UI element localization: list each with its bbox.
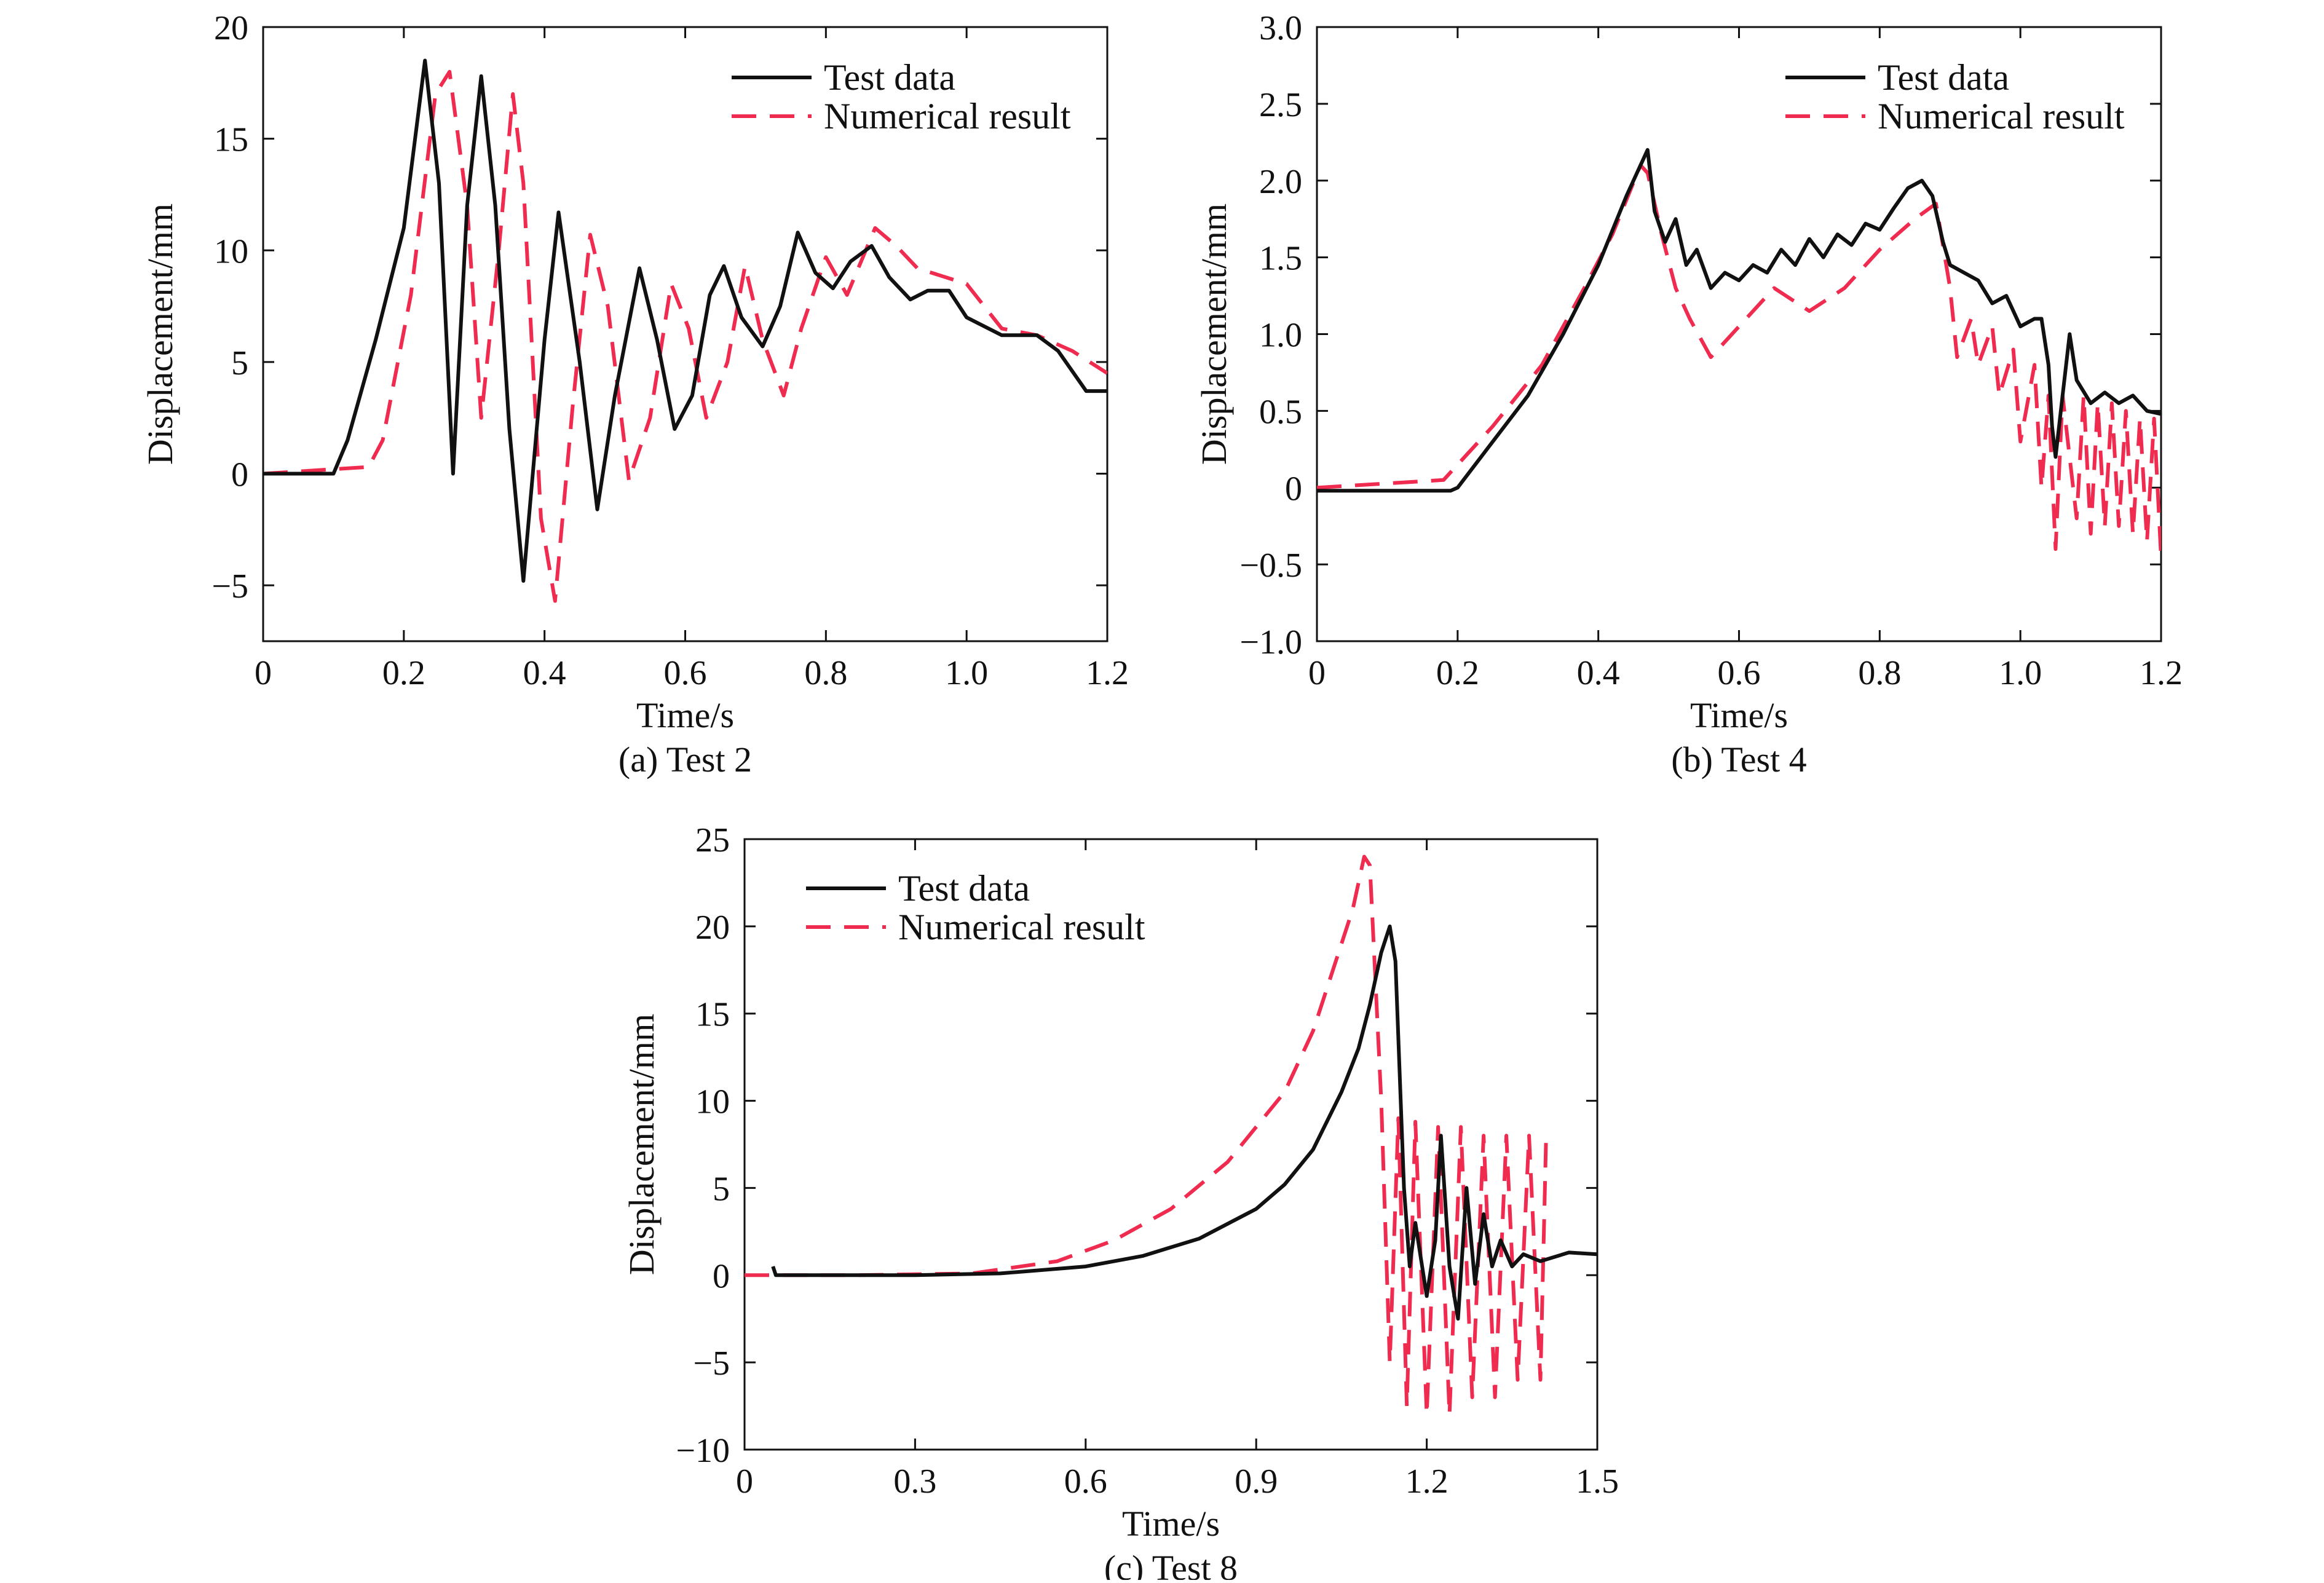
chart-2: 0 0.3 0.6 0.9 1.2 1.5 −10 −5 0 5 10 15 20 25 Time/s Dis…	[622, 821, 1619, 1583]
y-tick-label: 10	[695, 1083, 730, 1121]
legend-label: Test data	[898, 868, 1030, 909]
y-tick-label: 20	[214, 9, 248, 47]
x-tick-label: 1.0	[945, 654, 988, 692]
y-tick-label: 25	[695, 821, 730, 859]
chart-caption: (c) Test 8	[1104, 1548, 1238, 1580]
series-line-numerical-result	[1317, 163, 2161, 557]
chart-caption: (b) Test 4	[1671, 740, 1806, 780]
series-line-test-data	[263, 58, 1107, 583]
x-tick-label: 1.2	[1086, 654, 1129, 692]
y-tick-label: −5	[211, 567, 248, 606]
y-axis-title: Displacement/mm	[622, 1014, 662, 1275]
x-tick-label: 0.4	[523, 654, 566, 692]
legend-label: Numerical result	[1878, 96, 2125, 136]
series-line-numerical-result	[263, 69, 1107, 603]
series-group	[263, 58, 1107, 603]
x-tick-label: 0.2	[382, 654, 425, 692]
x-tick-label: 0.6	[1064, 1463, 1107, 1501]
series-group	[1317, 148, 2161, 557]
y-tick-label: 0.5	[1259, 393, 1302, 431]
legend-label: Test data	[824, 57, 955, 98]
x-axis-title: Time/s	[636, 695, 734, 735]
x-tick-label: 0.4	[1577, 654, 1620, 692]
x-tick-label: 0.9	[1235, 1463, 1278, 1501]
y-tick-label: 2.0	[1259, 163, 1302, 201]
y-tick-label: 20	[695, 909, 730, 947]
series-line-test-data	[1317, 148, 2161, 493]
x-tick-label: 0	[255, 654, 272, 692]
plot-frame	[743, 838, 1599, 1451]
y-tick-label: 0	[713, 1257, 730, 1295]
legend-label: Test data	[1878, 57, 2009, 98]
y-tick-label: 3.0	[1259, 9, 1302, 47]
x-tick-label: 0	[1308, 654, 1326, 692]
x-tick-label: 0.8	[1858, 654, 1901, 692]
x-axis-title: Time/s	[1122, 1504, 1220, 1544]
x-tick-label: 0.2	[1436, 654, 1479, 692]
x-tick-label: 1.5	[1576, 1463, 1619, 1501]
y-tick-label: −5	[693, 1344, 730, 1383]
chart-1: 0 0.2 0.4 0.6 0.8 1.0 1.2 −1.0 −0.5 0 0.5 1.0 1.5 2.0…	[1194, 9, 2183, 780]
y-tick-label: 2.5	[1259, 86, 1302, 124]
series-line-test-data	[771, 924, 1597, 1321]
y-tick-label: 5	[231, 344, 248, 382]
y-tick-label: 0	[231, 456, 248, 494]
y-tick-label: −1.0	[1239, 623, 1302, 661]
x-tick-label: 0.6	[1718, 654, 1761, 692]
y-tick-label: 1.5	[1259, 240, 1302, 278]
x-tick-label: 0.8	[804, 654, 847, 692]
y-tick-label: 15	[214, 121, 248, 159]
x-tick-label: 1.2	[2140, 654, 2183, 692]
series-line-numerical-result	[745, 855, 1548, 1417]
x-tick-label: 0.3	[893, 1463, 936, 1501]
x-tick-label: 0	[736, 1463, 753, 1501]
x-axis-title: Time/s	[1690, 695, 1788, 735]
legend-label: Numerical result	[824, 96, 1071, 136]
chart-caption: (a) Test 2	[619, 740, 752, 780]
x-tick-label: 1.0	[1999, 654, 2042, 692]
series-group	[745, 855, 1597, 1417]
y-axis-title: Displacement/mm	[1194, 203, 1234, 465]
y-tick-label: −0.5	[1239, 547, 1302, 585]
y-tick-label: 10	[214, 232, 248, 270]
y-tick-label: 1.0	[1259, 317, 1302, 355]
legend-label: Numerical result	[898, 907, 1145, 947]
y-tick-label: 15	[695, 996, 730, 1034]
y-tick-label: −10	[676, 1432, 730, 1470]
x-tick-label: 1.2	[1405, 1463, 1449, 1501]
chart-0: 0 0.2 0.4 0.6 0.8 1.0 1.2 −5 0 5 10 15 20 Time/s Displ…	[140, 9, 1129, 780]
y-axis-title: Displacement/mm	[140, 203, 180, 465]
y-tick-label: 5	[713, 1170, 730, 1208]
x-tick-label: 0.6	[664, 654, 707, 692]
y-tick-label: 0	[1285, 470, 1302, 508]
